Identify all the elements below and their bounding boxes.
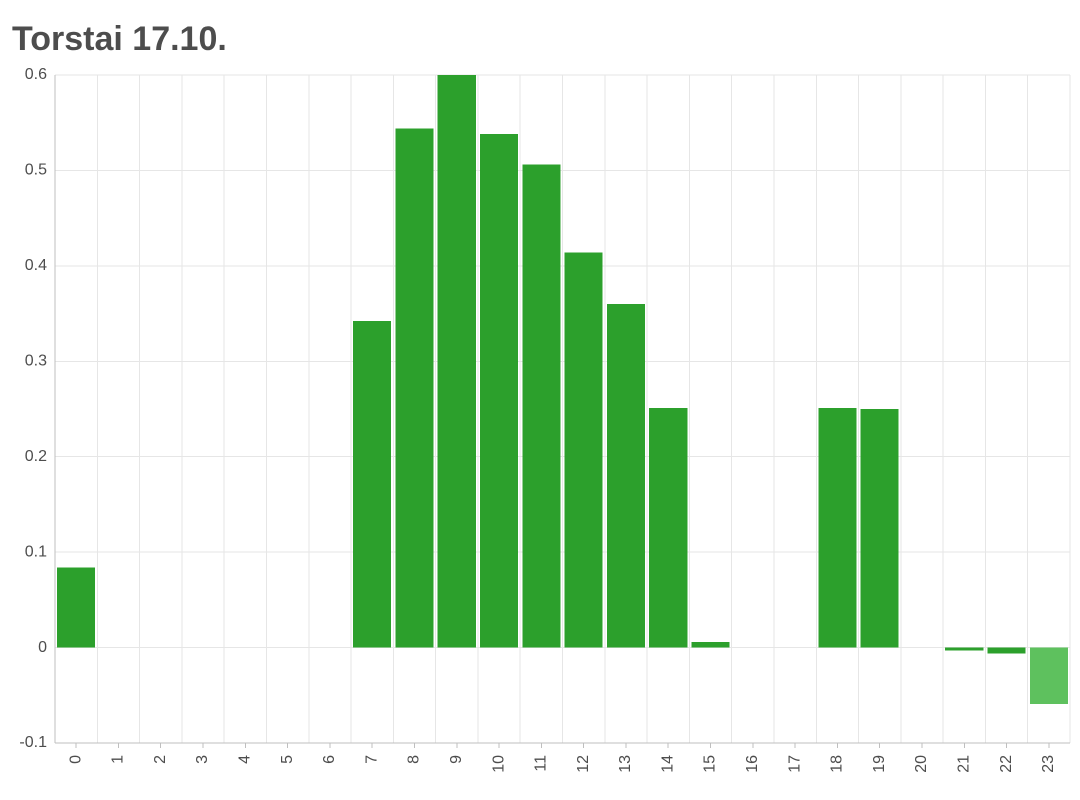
x-tick-label: 18 (829, 755, 846, 773)
x-tick-label: 10 (490, 755, 507, 773)
x-tick-label: 12 (575, 755, 592, 773)
y-tick-label: 0.4 (25, 257, 47, 274)
x-tick-label: 21 (955, 755, 972, 773)
bar (649, 408, 687, 648)
bar (1030, 648, 1068, 704)
bar (565, 252, 603, 647)
y-tick-label: -0.1 (19, 734, 47, 751)
x-tick-label: 23 (1040, 755, 1057, 773)
bar (395, 128, 433, 647)
x-tick-label: 15 (702, 755, 719, 773)
x-tick-label: 0 (67, 755, 84, 764)
x-tick-label: 2 (152, 755, 169, 764)
bar (480, 134, 518, 647)
y-tick-label: 0.1 (25, 543, 47, 560)
y-tick-label: 0 (38, 639, 47, 656)
y-tick-label: 0.6 (25, 66, 47, 83)
x-tick-label: 8 (406, 755, 423, 764)
x-tick-label: 20 (913, 755, 930, 773)
bar (522, 165, 560, 648)
x-tick-label: 11 (533, 755, 550, 772)
bar (861, 409, 899, 648)
bar (353, 321, 391, 647)
x-tick-label: 17 (786, 755, 803, 773)
x-tick-label: 6 (321, 755, 338, 764)
bar (57, 567, 95, 647)
y-tick-label: 0.5 (25, 162, 47, 179)
x-tick-label: 7 (363, 755, 380, 764)
x-tick-label: 4 (237, 755, 254, 764)
x-tick-label: 16 (744, 755, 761, 773)
x-tick-label: 5 (279, 755, 296, 764)
y-tick-label: 0.3 (25, 353, 47, 370)
x-tick-label: 14 (659, 755, 676, 773)
bar (438, 75, 476, 648)
x-tick-label: 1 (110, 755, 127, 764)
x-tick-label: 3 (194, 755, 211, 764)
bar (818, 408, 856, 648)
bar (691, 642, 729, 648)
bar (945, 648, 983, 651)
bar-chart: -0.100.10.20.30.40.50.601234567891011121… (0, 0, 1080, 800)
y-tick-label: 0.2 (25, 448, 47, 465)
x-tick-label: 9 (448, 755, 465, 764)
x-tick-label: 22 (998, 755, 1015, 773)
x-tick-label: 19 (871, 755, 888, 773)
x-tick-label: 13 (617, 755, 634, 773)
bar (988, 648, 1026, 654)
bar (607, 304, 645, 648)
